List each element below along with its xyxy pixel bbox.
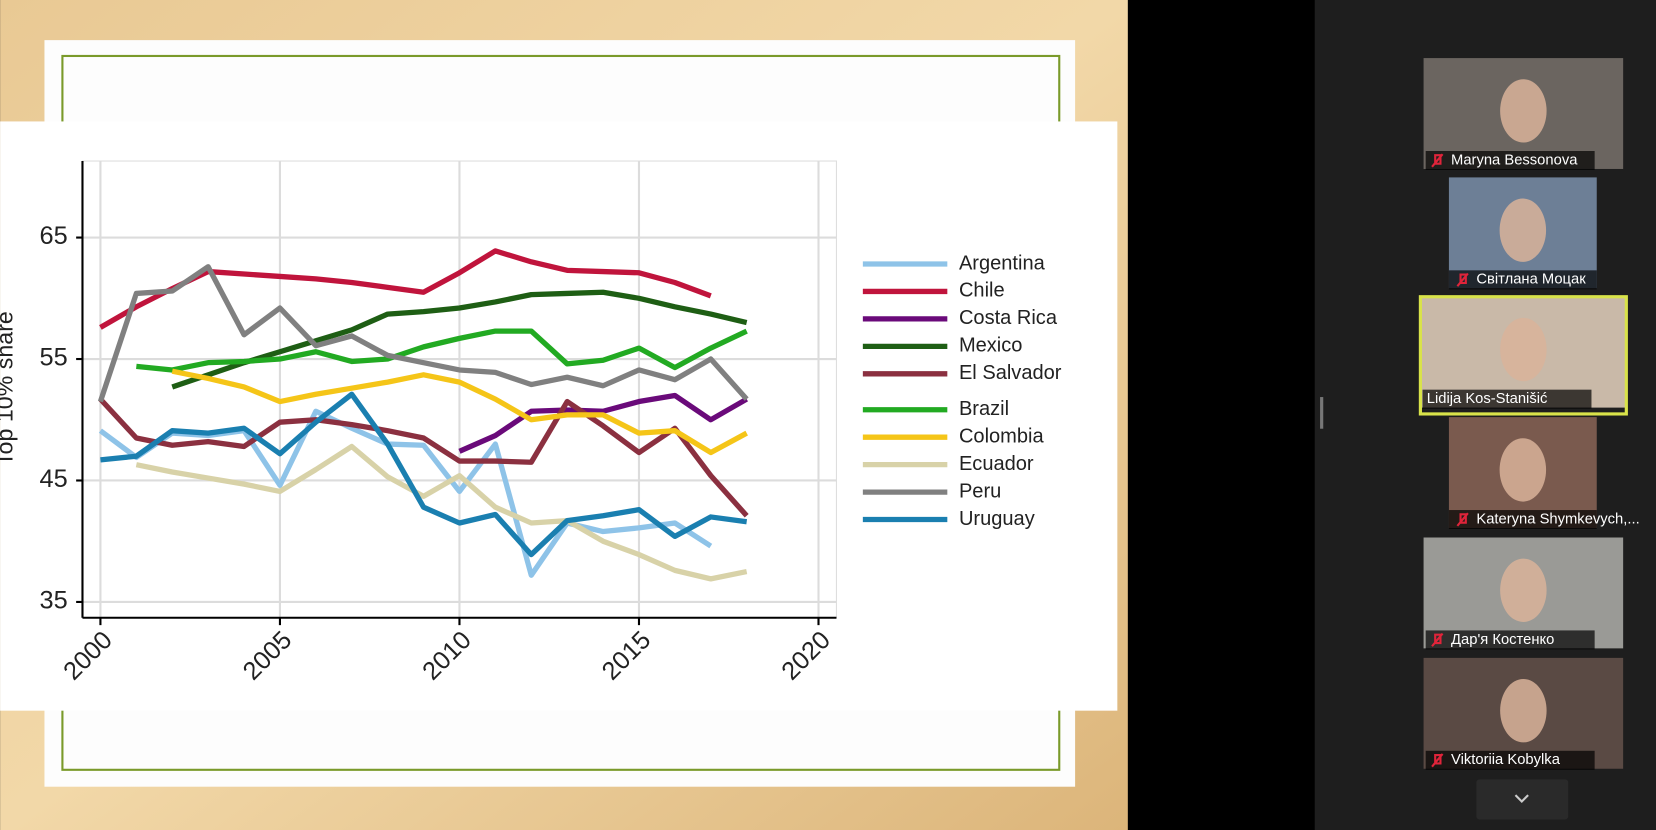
name-label-bg <box>1448 510 1597 530</box>
legend-label: Brazil <box>959 398 1009 420</box>
participant-name: Maryna Bessonova <box>1451 152 1578 168</box>
series-line <box>171 368 748 456</box>
name-label-bg <box>1425 750 1595 770</box>
series-line <box>458 392 749 454</box>
y-tick-label: 65 <box>40 222 68 250</box>
muted-mic-icon <box>1431 632 1444 647</box>
legend-label: Argentina <box>959 252 1046 274</box>
participant-face <box>1499 438 1547 502</box>
participant-name: Lidija Kos-Stanišić <box>1427 391 1548 407</box>
series-line <box>98 397 749 518</box>
y-tick-label: 45 <box>40 465 68 493</box>
participant-face <box>1500 558 1547 622</box>
participant-face <box>1500 678 1547 743</box>
splitter[interactable] <box>1320 397 1324 429</box>
name-label-bg <box>1422 389 1592 409</box>
y-axis-label: Top 10% share <box>0 311 18 466</box>
active-speaker-border <box>1418 295 1628 416</box>
legend-label: Mexico <box>959 335 1023 357</box>
legend-label: Colombia <box>959 425 1045 447</box>
name-label-bg <box>1425 630 1595 650</box>
legend-label: Chile <box>959 280 1005 302</box>
participant-tiles: Maryna Bessonova Світлана Моцак Lidija Kos… <box>1418 58 1640 770</box>
series-line <box>171 289 748 390</box>
series-line <box>135 443 748 582</box>
legend-label: Peru <box>959 480 1001 502</box>
series-line <box>97 264 749 403</box>
legend-label: Ecuador <box>959 453 1034 475</box>
muted-mic-icon <box>1456 272 1469 287</box>
y-tick-label: 55 <box>40 344 68 372</box>
legend-label: Uruguay <box>959 508 1035 530</box>
y-tick-label: 35 <box>40 587 68 615</box>
black-area <box>1127 0 1315 830</box>
series-line <box>100 391 748 558</box>
legend-label: El Salvador <box>959 362 1062 384</box>
participant-name: Kateryna Shymkevych,... <box>1476 511 1639 527</box>
participant-face <box>1499 198 1547 262</box>
scroll-down-button[interactable] <box>1476 779 1569 820</box>
participant-face <box>1500 317 1547 382</box>
chevron-icon <box>1514 794 1529 803</box>
series-line <box>99 248 712 330</box>
participant-name: Дар'я Костенко <box>1451 632 1554 648</box>
name-label-bg <box>1425 151 1595 171</box>
participant-name: Viktoriia Kobylka <box>1451 752 1561 768</box>
muted-mic-icon <box>1431 153 1444 168</box>
name-label-bg <box>1448 270 1597 290</box>
series-line <box>136 328 748 373</box>
muted-mic-icon <box>1431 753 1444 768</box>
legend-label: Costa Rica <box>959 307 1058 329</box>
participant-face <box>1500 79 1547 143</box>
participant-name: Світлана Моцак <box>1476 272 1586 288</box>
muted-mic-icon <box>1456 512 1469 527</box>
